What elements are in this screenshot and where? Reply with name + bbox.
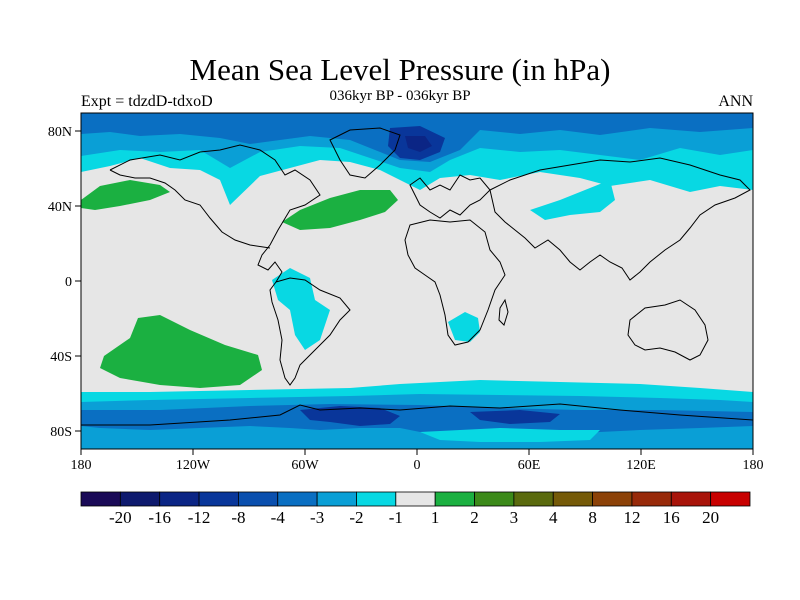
colorbar-swatch xyxy=(119,491,161,507)
colorbar-swatch xyxy=(159,491,200,507)
colorbar-swatch xyxy=(316,491,357,507)
lat-tick-label: 80S xyxy=(50,425,72,440)
eurasia-cyan-patch xyxy=(530,180,615,220)
greenland-coast xyxy=(329,127,401,179)
colorbar-label: 12 xyxy=(623,508,640,527)
south-pacific-high xyxy=(100,315,262,388)
africa-coast xyxy=(404,219,506,346)
asia-coast xyxy=(489,157,751,281)
colorbar-swatch xyxy=(552,491,593,507)
colorbar-swatch xyxy=(513,491,554,507)
colorbar-swatch xyxy=(592,491,633,507)
map-title: Mean Sea Level Pressure (in hPa) xyxy=(189,52,611,87)
coastlines xyxy=(81,127,753,426)
lat-tick-label: 40S xyxy=(50,350,72,365)
season-label: ANN xyxy=(718,93,753,110)
colorbar-swatch xyxy=(631,491,672,507)
colorbar-label: -4 xyxy=(271,508,286,527)
lon-tick-label: 180 xyxy=(71,458,92,473)
colorbar-label: 8 xyxy=(588,508,597,527)
colorbar-label: -1 xyxy=(389,508,403,527)
colorbar-swatch xyxy=(474,491,515,507)
colorbar-swatch xyxy=(198,491,239,507)
lon-tick-label: 0 xyxy=(414,458,421,473)
colorbar-label: 2 xyxy=(470,508,479,527)
colorbar-label: -12 xyxy=(188,508,211,527)
colorbar-swatch xyxy=(670,491,712,507)
north-atlantic-high xyxy=(282,190,398,230)
madagascar-coast xyxy=(498,298,509,326)
australia-coast xyxy=(627,299,709,361)
colorbar-swatch xyxy=(80,491,121,507)
pressure-field xyxy=(81,113,753,449)
north-pacific-high xyxy=(81,180,170,210)
colorbar-swatch xyxy=(710,491,751,507)
colorbar-label: -2 xyxy=(349,508,363,527)
lon-tick-label: 120W xyxy=(176,458,211,473)
experiment-label: Expt = tdzdD-tdxoD xyxy=(81,93,213,110)
antarctica-coast xyxy=(81,403,753,426)
south-america-coast xyxy=(269,277,351,386)
lon-tick-label: 60E xyxy=(518,458,541,473)
europe-coast xyxy=(409,174,491,219)
lat-tick-label: 80N xyxy=(48,125,72,140)
lon-tick-label: 180 xyxy=(743,458,764,473)
colorbar-label: 4 xyxy=(549,508,558,527)
lon-tick-label: 60W xyxy=(291,458,319,473)
lat-tick-label: 40N xyxy=(48,200,72,215)
arctic-low-core xyxy=(405,136,432,152)
southern-africa-cyan xyxy=(448,312,480,342)
lon-tick-label: 120E xyxy=(626,458,656,473)
antarctic-cyan-interior xyxy=(420,428,600,442)
colorbar-label: -20 xyxy=(109,508,132,527)
antarctic-low xyxy=(300,406,400,426)
north-america-coast xyxy=(109,144,321,283)
colorbar-label: -8 xyxy=(231,508,245,527)
colorbar-swatch xyxy=(277,491,318,507)
south-america-cyan xyxy=(272,268,330,350)
colorbar-label: 3 xyxy=(510,508,519,527)
colorbar: -20 -16 -12 -8 -4 -3 -2 -1 1 2 3 4 8 12 16 20 xyxy=(80,491,751,527)
colorbar-swatch xyxy=(395,491,436,507)
colorbar-swatch xyxy=(238,491,279,507)
colorbar-label: -16 xyxy=(148,508,171,527)
colorbar-label: 16 xyxy=(663,508,680,527)
colorbar-swatch xyxy=(434,491,475,507)
colorbar-swatch xyxy=(356,491,397,507)
lat-tick-label: 0 xyxy=(65,275,72,290)
colorbar-label: 20 xyxy=(702,508,719,527)
antarctic-low-2 xyxy=(470,410,560,424)
map-subtitle: 036kyr BP - 036kyr BP xyxy=(329,88,471,104)
latitude-axis: 80N 40N 0 40S 80S xyxy=(48,125,81,440)
longitude-axis: 180 120W 60W 0 60E 120E 180 xyxy=(71,449,764,473)
colorbar-label: -3 xyxy=(310,508,324,527)
colorbar-label: 1 xyxy=(431,508,440,527)
